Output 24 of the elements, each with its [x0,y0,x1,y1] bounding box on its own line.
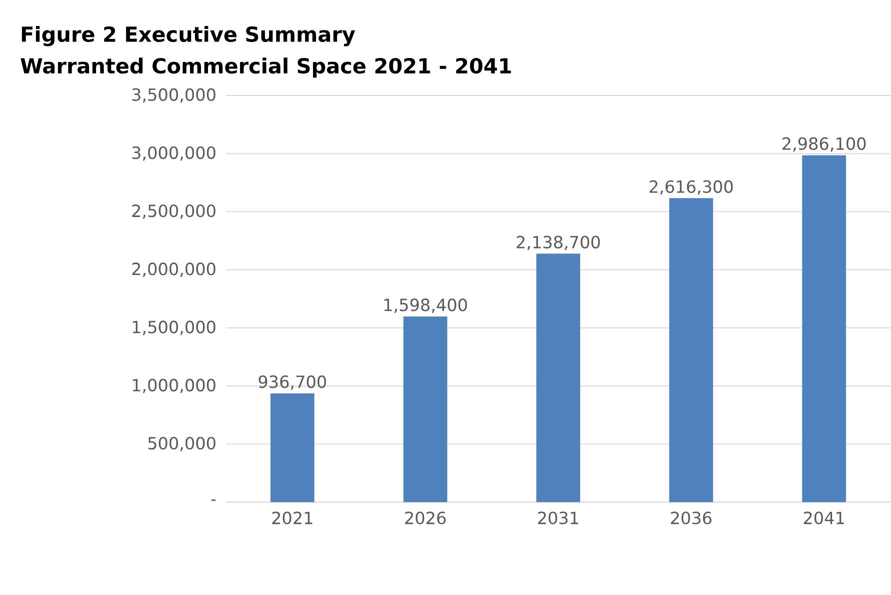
bar [270,393,314,502]
bar [403,316,448,502]
data-label: 2,138,700 [516,236,600,250]
y-tick-label: 3,000,000 [132,146,216,161]
data-label: 2,986,100 [782,137,866,152]
bar [669,198,714,502]
x-tick-label: 2031 [538,512,578,524]
y-tick-label: 2,000,000 [132,262,216,277]
data-label: 2,616,300 [650,180,733,195]
data-label: 936,700 [258,375,326,390]
y-tick-label: 1,500,000 [132,320,216,336]
bar [536,254,580,502]
y-tick-label: 1,000,000 [132,378,216,394]
bar [802,155,846,502]
y-tick-label: - [211,499,216,501]
x-tick-label: 2026 [405,512,446,524]
x-tick-label: 2036 [670,512,712,524]
y-tick-label: 2,500,000 [132,204,216,219]
chart-title: Figure 2 Executive Summary Warranted Commercial Space 2021 - 2041 [20,26,511,78]
x-tick-label: 2041 [804,512,844,524]
data-label: 1,598,400 [384,298,467,313]
x-tick-label: 2021 [272,512,312,524]
y-tick-label: 3,500,000 [132,88,216,103]
y-tick-label: 500,000 [148,436,216,452]
